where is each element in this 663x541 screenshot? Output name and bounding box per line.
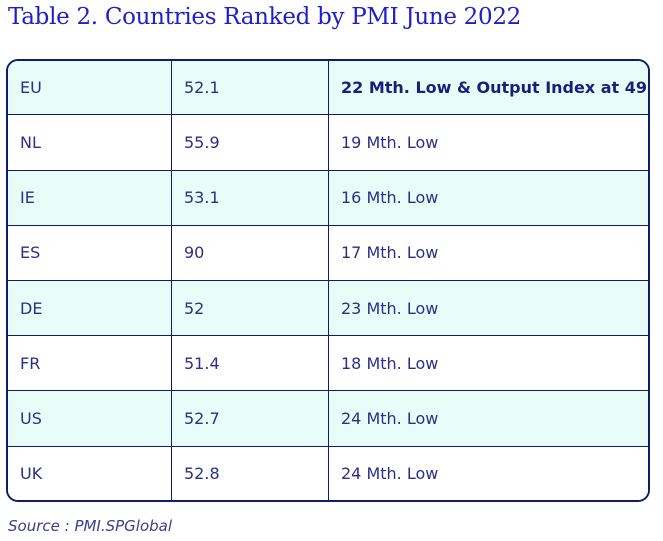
table-row: NL 55.9 19 Mth. Low — [8, 114, 648, 171]
note-cell: 22 Mth. Low & Output Index at 49.3 — [328, 61, 648, 116]
country-cell: FR — [8, 335, 172, 392]
table-row: ES 90 17 Mth. Low — [8, 225, 648, 281]
country-cell: DE — [8, 280, 172, 337]
pmi-table: EU 52.1 22 Mth. Low & Output Index at 49… — [6, 59, 650, 502]
table-row: EU 52.1 22 Mth. Low & Output Index at 49… — [8, 61, 648, 116]
country-cell: ES — [8, 225, 172, 281]
pmi-value-cell: 51.4 — [171, 335, 329, 392]
note-cell: 24 Mth. Low — [328, 446, 648, 500]
table-row: UK 52.8 24 Mth. Low — [8, 446, 648, 500]
table-title: Table 2. Countries Ranked by PMI June 20… — [8, 4, 522, 30]
pmi-table-grid: EU 52.1 22 Mth. Low & Output Index at 49… — [8, 61, 648, 500]
country-cell: NL — [8, 114, 172, 171]
pmi-value-cell: 53.1 — [171, 170, 329, 226]
pmi-value-cell: 52 — [171, 280, 329, 337]
pmi-value-cell: 55.9 — [171, 114, 329, 171]
note-cell: 19 Mth. Low — [328, 114, 648, 171]
country-cell: IE — [8, 170, 172, 226]
note-cell: 23 Mth. Low — [328, 280, 648, 337]
table-row: IE 53.1 16 Mth. Low — [8, 170, 648, 226]
table-row: DE 52 23 Mth. Low — [8, 280, 648, 337]
country-cell: EU — [8, 61, 172, 116]
country-cell: UK — [8, 446, 172, 500]
note-cell: 18 Mth. Low — [328, 335, 648, 392]
table-row: FR 51.4 18 Mth. Low — [8, 335, 648, 392]
note-cell: 16 Mth. Low — [328, 170, 648, 226]
table-row: US 52.7 24 Mth. Low — [8, 390, 648, 447]
source-caption: Source : PMI.SPGlobal — [8, 517, 173, 535]
note-cell: 17 Mth. Low — [328, 225, 648, 281]
note-cell: 24 Mth. Low — [328, 390, 648, 447]
pmi-value-cell: 52.7 — [171, 390, 329, 447]
pmi-value-cell: 52.1 — [171, 61, 329, 116]
pmi-value-cell: 52.8 — [171, 446, 329, 500]
country-cell: US — [8, 390, 172, 447]
pmi-value-cell: 90 — [171, 225, 329, 281]
